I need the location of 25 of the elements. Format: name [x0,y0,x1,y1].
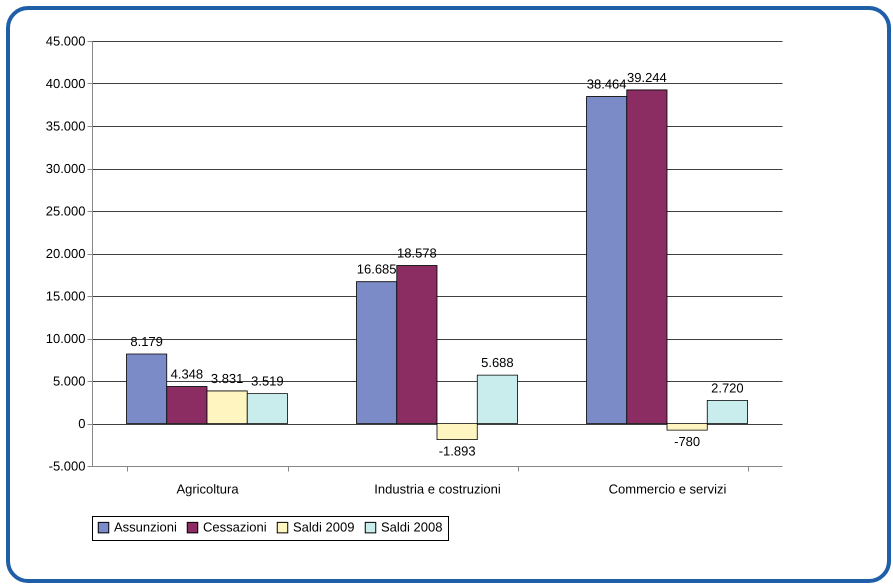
y-tick-label: 35.000 [46,118,86,134]
legend-label: Saldi 2009 [293,520,354,535]
y-tick-label: 20.000 [46,246,86,261]
data-label: 4.348 [170,366,204,382]
y-tick-label: 30.000 [46,161,86,176]
y-tick-label: 40.000 [46,76,86,91]
legend-label: Assunzioni [114,520,177,535]
y-tick-label: 25.000 [46,204,86,218]
data-label: 39.244 [626,70,667,85]
y-tick-label: -5.000 [48,458,86,474]
x-tick-label: Agricoltura [176,482,240,496]
y-tick-label: 5.000 [52,374,86,388]
data-label: -780 [674,434,700,450]
data-label: -1.893 [438,444,476,459]
data-label: 16.685 [356,262,397,277]
y-tick-label: 10.000 [46,331,86,346]
x-tick-label: Industria e costruzioni [374,482,501,496]
data-label: 2.720 [711,380,744,396]
data-label: 5.688 [481,355,514,370]
y-tick-label: 0 [78,416,86,431]
legend-label: Cessazioni [203,520,267,535]
x-tick-label: Commercio e servizi [608,482,726,496]
legend-label: Saldi 2008 [381,520,442,535]
y-tick-label: 15.000 [46,288,86,304]
y-tick-label: 45.000 [46,34,86,48]
